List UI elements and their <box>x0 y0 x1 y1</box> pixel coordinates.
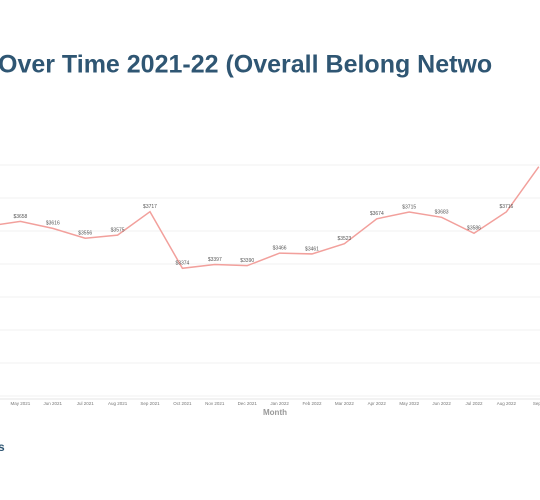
x-tick-label: Jul 2021 <box>77 401 95 406</box>
x-tick-label: Jun 2021 <box>44 401 63 406</box>
value-label: $3556 <box>78 231 92 237</box>
value-label: $3466 <box>273 245 287 251</box>
x-tick-label: Sep 2021 <box>140 401 160 406</box>
value-label: $3575 <box>111 227 125 233</box>
value-label: $3397 <box>208 257 222 263</box>
value-label: $3683 <box>435 210 449 216</box>
x-axis-title: Month <box>263 408 287 417</box>
value-label: $3523 <box>337 236 351 242</box>
x-tick-label: Aug 2022 <box>497 401 517 406</box>
footer: s <box>0 440 5 454</box>
value-label: $3715 <box>402 204 416 210</box>
value-label: $3616 <box>46 221 60 227</box>
value-label: $3658 <box>13 214 27 220</box>
x-tick-label: Feb 2022 <box>302 401 322 406</box>
value-label: $3674 <box>370 211 384 217</box>
chart-title: Over Time 2021-22 (Overall Belong Netwo <box>0 51 492 79</box>
x-tick-label: Aug 2021 <box>108 401 128 406</box>
x-tick-label: Sep 2 <box>533 401 540 406</box>
x-tick-label: Jan 2022 <box>270 401 289 406</box>
x-tick-label: Dec 2021 <box>238 401 258 406</box>
x-tick-label: May 2022 <box>399 401 419 406</box>
data-line <box>0 166 540 270</box>
value-label: $3586 <box>467 226 481 232</box>
value-label: $3461 <box>305 246 319 252</box>
x-tick-label: Nov 2021 <box>205 401 225 406</box>
x-tick-label: Jun 2022 <box>432 401 451 406</box>
value-label: $3716 <box>499 204 513 210</box>
value-label: $3374 <box>175 261 189 267</box>
x-tick-label: Jul 2022 <box>465 401 483 406</box>
x-tick-label: Oct 2021 <box>173 401 192 406</box>
x-tick-label: Apr 2022 <box>368 401 387 406</box>
value-label: $3390 <box>240 258 254 264</box>
x-tick-label: Mar 2022 <box>335 401 355 406</box>
x-tick-label: May 2021 <box>11 401 31 406</box>
value-label: $3717 <box>143 204 157 210</box>
